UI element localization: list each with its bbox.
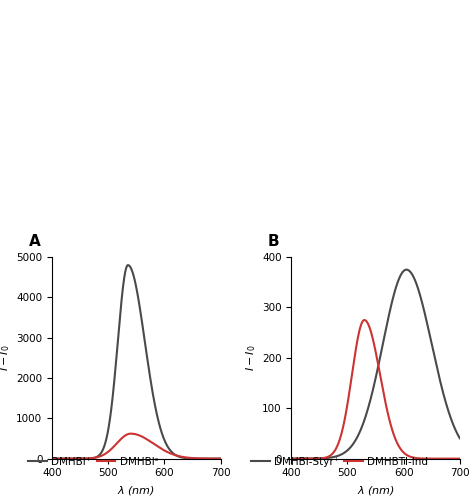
Legend: DMHBI⁺, DMHBIᶜ: DMHBI⁺, DMHBIᶜ [24, 453, 163, 471]
Y-axis label: $I-I_0$: $I-I_0$ [244, 345, 258, 371]
X-axis label: $\lambda$ (nm): $\lambda$ (nm) [118, 484, 155, 497]
Legend: DMHBI-Styr⁺, DMHBTI-Ind: DMHBI-Styr⁺, DMHBTI-Ind [247, 453, 433, 471]
Text: B: B [268, 234, 279, 249]
Y-axis label: $I-I_0$: $I-I_0$ [0, 345, 12, 371]
Text: A: A [28, 234, 40, 249]
X-axis label: $\lambda$ (nm): $\lambda$ (nm) [356, 484, 394, 497]
